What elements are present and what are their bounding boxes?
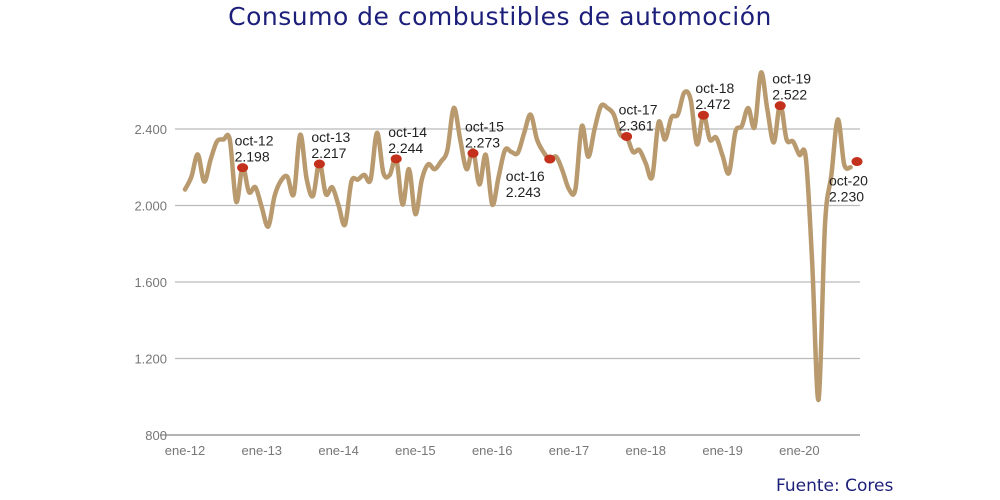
annotation-label: oct-16	[506, 168, 545, 184]
data-marker	[544, 154, 556, 164]
annotation-label: oct-19	[772, 71, 811, 87]
series-line	[182, 70, 853, 402]
annotation-value: 2.522	[772, 87, 807, 103]
annotation-value: 2.244	[388, 140, 423, 156]
x-tick-label: ene-18	[626, 443, 666, 458]
x-tick-label: ene-14	[318, 443, 358, 458]
data-marker	[851, 157, 863, 167]
annotation-value: 2.198	[235, 149, 270, 165]
data-marker	[467, 148, 479, 158]
annotation-value: 2.273	[465, 134, 500, 150]
annotation-label: oct-14	[388, 124, 427, 140]
annotation-value: 2.361	[619, 117, 654, 133]
x-tick-label: ene-15	[395, 443, 435, 458]
y-tick-label: 1.200	[134, 352, 167, 367]
annotation-label: oct-15	[465, 118, 504, 134]
data-marker	[390, 154, 402, 164]
y-tick-label: 2.400	[134, 122, 167, 137]
x-tick-label: ene-17	[549, 443, 589, 458]
x-tick-label: ene-20	[779, 443, 819, 458]
x-tick-label: ene-13	[242, 443, 282, 458]
y-tick-label: 1.600	[134, 275, 167, 290]
annotation-label: oct-18	[695, 80, 734, 96]
data-marker	[697, 110, 709, 120]
x-tick-label: ene-16	[472, 443, 512, 458]
data-marker	[313, 159, 325, 169]
chart-title: Consumo de combustibles de automoción	[228, 2, 772, 31]
data-marker	[774, 101, 786, 111]
annotation-label: oct-20	[829, 173, 868, 189]
source-note: Fuente: Cores	[776, 476, 894, 496]
annotation-label: oct-17	[619, 101, 658, 117]
y-tick-label: 800	[145, 428, 167, 443]
annotation-value: 2.243	[506, 184, 541, 200]
annotation-value: 2.472	[695, 96, 730, 112]
data-marker	[621, 131, 633, 141]
annotation-value: 2.230	[829, 189, 864, 205]
x-tick-label: ene-19	[702, 443, 742, 458]
annotation-label: oct-13	[311, 129, 350, 145]
x-tick-label: ene-12	[165, 443, 205, 458]
data-marker	[237, 163, 249, 173]
y-tick-label: 2.000	[134, 199, 167, 214]
annotation-label: oct-12	[235, 133, 274, 149]
annotation-value: 2.217	[311, 145, 346, 161]
